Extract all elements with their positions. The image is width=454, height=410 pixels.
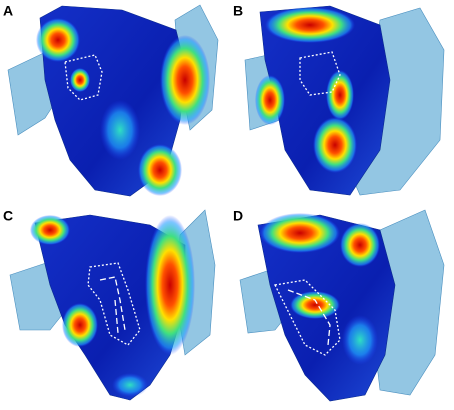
activation xyxy=(313,117,357,173)
activation xyxy=(255,75,285,125)
outline xyxy=(64,54,103,101)
activation xyxy=(290,291,340,319)
panel-a: A xyxy=(3,3,219,197)
activation xyxy=(340,223,380,267)
outline xyxy=(274,279,341,356)
outline xyxy=(299,51,341,96)
outline xyxy=(99,276,126,334)
activation xyxy=(145,215,195,355)
outline xyxy=(87,262,141,346)
activation xyxy=(62,303,98,347)
panel-label: A xyxy=(3,3,13,19)
activation xyxy=(138,144,182,196)
activation xyxy=(260,213,340,253)
panel-label: C xyxy=(3,208,13,224)
panel-label: D xyxy=(233,208,243,224)
activation xyxy=(36,18,80,62)
outline xyxy=(287,289,331,346)
panel-label: B xyxy=(233,3,243,19)
activation xyxy=(112,373,148,397)
panel-d: D xyxy=(233,208,445,402)
activation xyxy=(326,70,354,120)
activation xyxy=(100,100,140,160)
activation xyxy=(30,215,70,245)
activation xyxy=(160,35,210,125)
panel-c: C xyxy=(3,208,216,401)
activation xyxy=(70,68,90,92)
panel-b: B xyxy=(233,3,445,196)
activation xyxy=(342,315,378,365)
activation xyxy=(265,7,355,43)
